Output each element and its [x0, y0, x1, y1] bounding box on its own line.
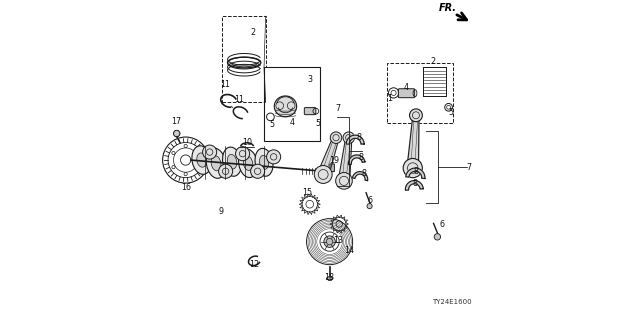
Text: 6: 6: [367, 196, 372, 205]
Bar: [264, 67, 320, 141]
Circle shape: [403, 158, 422, 178]
Circle shape: [314, 165, 332, 183]
Ellipse shape: [206, 148, 226, 178]
Polygon shape: [405, 180, 423, 190]
Text: 17: 17: [172, 117, 182, 126]
Text: 10: 10: [242, 138, 252, 147]
FancyBboxPatch shape: [305, 108, 316, 115]
Text: 4: 4: [403, 83, 408, 92]
Bar: [423, 67, 446, 96]
Polygon shape: [348, 155, 365, 165]
Text: 8: 8: [358, 153, 364, 162]
Text: 1: 1: [387, 94, 392, 103]
Text: 7: 7: [466, 163, 471, 172]
Text: 14: 14: [344, 246, 355, 255]
Ellipse shape: [223, 147, 241, 176]
Text: 5: 5: [315, 119, 320, 128]
Circle shape: [236, 147, 250, 161]
Circle shape: [251, 164, 265, 178]
FancyBboxPatch shape: [398, 89, 415, 98]
Polygon shape: [318, 137, 339, 176]
Text: 11: 11: [221, 80, 230, 89]
Text: 18: 18: [324, 273, 335, 282]
Circle shape: [330, 132, 342, 143]
Text: 8: 8: [362, 169, 367, 178]
Circle shape: [335, 172, 352, 189]
Text: 2: 2: [430, 57, 435, 66]
Circle shape: [367, 204, 372, 209]
Polygon shape: [339, 137, 352, 181]
Text: 6: 6: [439, 220, 444, 229]
Polygon shape: [406, 168, 425, 179]
Text: 9: 9: [218, 207, 223, 216]
Circle shape: [267, 150, 281, 164]
Circle shape: [410, 109, 422, 122]
Polygon shape: [353, 172, 367, 180]
Ellipse shape: [326, 277, 332, 280]
FancyBboxPatch shape: [330, 164, 334, 172]
Ellipse shape: [227, 154, 237, 169]
Text: 5: 5: [448, 108, 453, 116]
Ellipse shape: [196, 153, 207, 167]
Text: TY24E1600: TY24E1600: [432, 300, 472, 305]
Text: 8: 8: [356, 132, 362, 141]
Text: 7: 7: [335, 104, 340, 113]
Ellipse shape: [275, 96, 297, 117]
Ellipse shape: [243, 156, 253, 171]
Text: 11: 11: [234, 95, 244, 104]
Text: 19: 19: [329, 156, 339, 164]
Polygon shape: [346, 135, 364, 144]
Text: 15: 15: [302, 188, 312, 197]
Bar: [423, 67, 446, 96]
Text: 16: 16: [181, 183, 191, 192]
Circle shape: [203, 145, 217, 159]
Text: 2: 2: [250, 28, 255, 37]
Ellipse shape: [260, 155, 269, 169]
Bar: [387, 62, 452, 123]
Ellipse shape: [192, 146, 211, 174]
Circle shape: [434, 234, 440, 240]
Ellipse shape: [211, 156, 221, 171]
Text: 8: 8: [413, 167, 419, 176]
Text: 3: 3: [307, 75, 312, 84]
Circle shape: [343, 132, 355, 143]
Bar: [223, 16, 266, 102]
Text: 5: 5: [269, 120, 275, 129]
Text: 4: 4: [289, 118, 294, 127]
Text: FR.: FR.: [439, 3, 457, 13]
Text: 8: 8: [413, 179, 418, 188]
Ellipse shape: [255, 148, 273, 176]
Circle shape: [324, 236, 335, 247]
Ellipse shape: [239, 149, 257, 178]
Text: 12: 12: [250, 260, 259, 268]
Circle shape: [173, 130, 180, 137]
Circle shape: [219, 164, 233, 178]
Text: 13: 13: [333, 236, 343, 244]
Polygon shape: [407, 115, 419, 168]
